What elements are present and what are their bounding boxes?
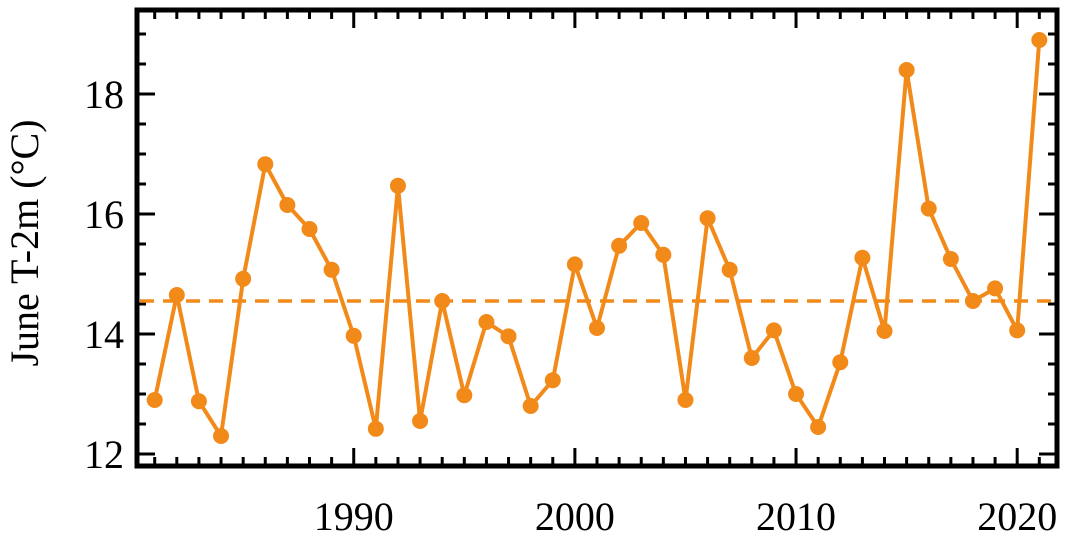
- data-point: [213, 428, 230, 444]
- data-point: [810, 419, 827, 435]
- data-point: [235, 270, 252, 287]
- data-point: [611, 237, 628, 254]
- y-tick-label: 12: [84, 432, 124, 477]
- data-point: [898, 62, 915, 78]
- y-tick-label: 18: [84, 72, 124, 117]
- data-point: [146, 392, 163, 408]
- data-point: [721, 261, 738, 278]
- x-tick-label: 2020: [977, 494, 1057, 536]
- data-point: [633, 215, 650, 231]
- data-point: [456, 387, 473, 404]
- data-point: [566, 256, 583, 273]
- series-layer: [146, 32, 1048, 444]
- x-tick-label: 2010: [756, 494, 836, 536]
- data-point: [920, 200, 937, 217]
- data-point: [788, 386, 805, 402]
- data-point: [367, 420, 384, 437]
- data-point: [279, 197, 296, 213]
- series-line: [152, 39, 1042, 438]
- labels-layer: 1990 2000 2010 2020 12 14 16 18: [84, 72, 1057, 536]
- data-point: [190, 393, 207, 410]
- data-point: [257, 156, 274, 173]
- data-point: [478, 314, 495, 330]
- data-point: [389, 177, 406, 194]
- data-point: [168, 287, 185, 303]
- data-point: [345, 327, 362, 344]
- axes-layer: [134, 7, 1060, 469]
- data-point: [832, 354, 849, 371]
- x-tick-label: 1990: [314, 494, 394, 536]
- data-point: [987, 280, 1004, 297]
- data-point: [544, 372, 561, 389]
- data-point: [589, 320, 605, 336]
- data-point: [323, 261, 340, 278]
- data-point: [854, 249, 871, 266]
- data-point: [699, 210, 716, 227]
- plot-frame: [134, 7, 1060, 469]
- data-point: [1009, 322, 1026, 339]
- y-tick-label: 16: [84, 192, 124, 237]
- data-point: [412, 413, 429, 429]
- y-axis-title: June T-2m (°C): [2, 119, 47, 366]
- x-tick-label: 2000: [535, 494, 615, 536]
- data-point: [301, 221, 318, 237]
- data-point: [522, 398, 539, 414]
- data-point: [876, 323, 893, 339]
- data-point: [500, 328, 517, 345]
- data-point: [765, 322, 782, 339]
- data-point: [942, 251, 959, 267]
- data-point: [1031, 32, 1048, 48]
- data-point: [434, 293, 451, 309]
- y-tick-label: 14: [84, 312, 124, 357]
- data-point: [964, 293, 981, 309]
- data-point: [677, 392, 694, 408]
- data-point: [655, 246, 672, 263]
- data-point: [743, 350, 760, 366]
